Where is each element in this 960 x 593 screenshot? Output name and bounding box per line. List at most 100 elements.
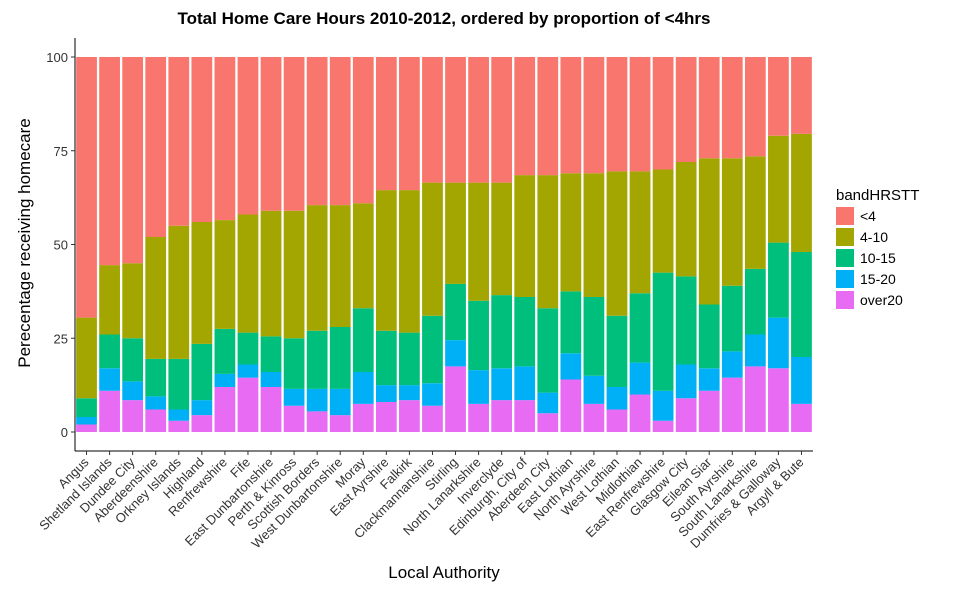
bar-segment-6-0 — [214, 387, 236, 432]
legend-title: bandHRSTT — [836, 187, 919, 204]
bar-segment-9-1 — [283, 388, 305, 406]
bar-segment-18-0 — [491, 400, 513, 432]
bar-segment-0-0 — [76, 424, 97, 432]
bar-segment-3-2 — [145, 358, 167, 397]
bar-segment-3-1 — [145, 396, 167, 410]
bar-segment-20-2 — [537, 308, 559, 393]
bar-segment-25-0 — [652, 420, 674, 432]
bar-segment-9-2 — [283, 338, 305, 389]
bar-segment-30-2 — [768, 242, 789, 318]
bar-segment-16-4 — [445, 57, 466, 183]
bar-segment-27-2 — [698, 304, 720, 369]
bar-segment-11-4 — [329, 57, 351, 206]
bar-segment-27-3 — [698, 158, 720, 305]
bar-segment-23-0 — [606, 409, 628, 432]
bar-segment-8-0 — [260, 387, 282, 432]
bar-segment-14-3 — [399, 190, 420, 333]
bar-segment-6-1 — [214, 373, 236, 387]
legend-label-4: over20 — [860, 292, 903, 308]
bar-segment-28-2 — [721, 285, 743, 352]
bar-segment-1-3 — [99, 265, 120, 335]
bar-segment-14-0 — [399, 400, 420, 432]
bar-segment-2-4 — [122, 57, 144, 264]
bar-segment-15-3 — [422, 182, 443, 316]
bar-segment-15-4 — [422, 57, 443, 183]
bar-segment-5-0 — [191, 415, 213, 432]
bar-segment-29-2 — [744, 268, 766, 335]
bar-segment-2-2 — [122, 338, 144, 382]
bar-segment-18-3 — [491, 182, 513, 296]
bar-segment-13-4 — [375, 57, 397, 191]
bar-segment-1-1 — [99, 368, 120, 391]
bar-segment-8-3 — [260, 210, 282, 337]
bar-segment-29-4 — [744, 57, 766, 157]
bar-segment-6-2 — [214, 328, 236, 374]
bar-segment-24-0 — [629, 394, 651, 432]
bar-segment-17-3 — [468, 182, 489, 301]
bar-segment-0-2 — [76, 398, 97, 417]
bar-segment-9-4 — [283, 57, 305, 211]
y-tick-label-2: 50 — [54, 238, 68, 253]
bar-segment-25-3 — [652, 169, 674, 273]
bar-segment-19-0 — [514, 400, 536, 432]
bar-segment-4-4 — [168, 57, 190, 226]
bar-segment-22-3 — [583, 173, 605, 297]
legend-swatch-2 — [836, 249, 854, 267]
bar-segment-17-2 — [468, 300, 489, 371]
bar-segment-21-3 — [560, 173, 582, 292]
bar-segment-29-3 — [744, 156, 766, 269]
bar-segment-20-3 — [537, 175, 559, 309]
bar-segment-26-4 — [675, 57, 697, 162]
bar-segment-8-1 — [260, 372, 282, 387]
bar-segment-0-1 — [76, 417, 97, 425]
bar-segment-12-3 — [352, 203, 374, 309]
bar-segment-26-3 — [675, 162, 697, 277]
bar-segment-20-0 — [537, 413, 559, 432]
bar-segment-17-0 — [468, 403, 489, 432]
bar-segment-30-1 — [768, 317, 789, 369]
bar-segment-24-2 — [629, 293, 651, 363]
y-tick-label-1: 25 — [54, 331, 68, 346]
y-tick-label-4: 100 — [46, 50, 68, 65]
legend-swatch-3 — [836, 270, 854, 288]
bar-segment-8-4 — [260, 57, 282, 211]
bar-segment-16-2 — [445, 283, 466, 341]
bar-segment-30-4 — [768, 57, 789, 136]
bar-segment-13-0 — [375, 402, 397, 432]
bar-segment-9-3 — [283, 210, 305, 339]
bar-segment-1-2 — [99, 334, 120, 369]
bar-segment-21-1 — [560, 353, 582, 380]
bar-segment-20-1 — [537, 392, 559, 414]
bar-segment-4-3 — [168, 225, 190, 359]
bar-segment-20-4 — [537, 57, 559, 176]
bar-segment-9-0 — [283, 405, 305, 432]
bar-segment-12-0 — [352, 403, 374, 432]
legend-label-0: <4 — [860, 208, 876, 224]
bar-segment-11-0 — [329, 415, 351, 432]
bar-segment-5-2 — [191, 343, 213, 401]
bar-segment-28-3 — [721, 158, 743, 286]
bar-segment-5-1 — [191, 400, 213, 416]
bar-segment-0-4 — [76, 57, 97, 318]
bar-segment-8-2 — [260, 336, 282, 372]
bar-segment-25-2 — [652, 272, 674, 391]
bar-segment-10-3 — [306, 205, 328, 331]
bar-segment-25-4 — [652, 57, 674, 170]
bar-segment-16-0 — [445, 366, 466, 432]
bar-segment-19-3 — [514, 175, 536, 297]
bar-segment-30-3 — [768, 135, 789, 243]
legend-label-3: 15-20 — [860, 271, 896, 287]
bar-segment-13-3 — [375, 190, 397, 331]
bar-segment-13-2 — [375, 330, 397, 386]
bar-segment-21-4 — [560, 57, 582, 174]
bar-segment-28-0 — [721, 377, 743, 432]
bar-segment-23-3 — [606, 171, 628, 316]
bar-segment-28-4 — [721, 57, 743, 159]
bar-segment-26-0 — [675, 398, 697, 432]
bar-segment-4-2 — [168, 358, 190, 410]
legend-label-2: 10-15 — [860, 250, 896, 266]
bar-segment-31-3 — [791, 133, 812, 252]
bar-segment-7-0 — [237, 377, 259, 432]
